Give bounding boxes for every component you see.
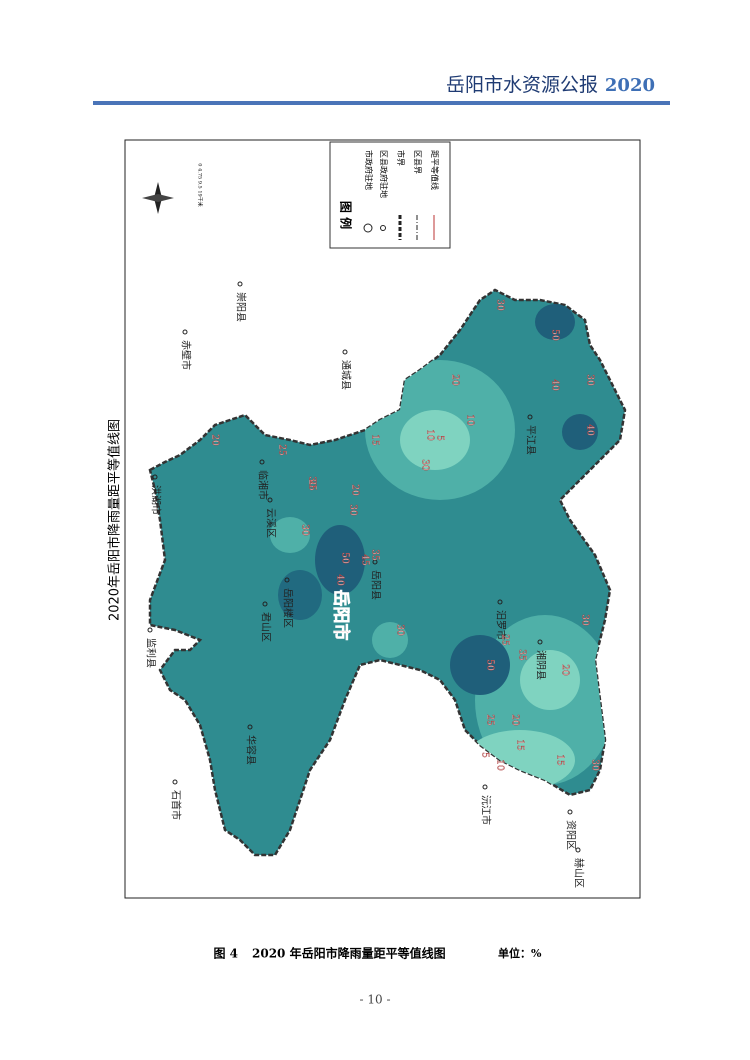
place-label: 君山区 xyxy=(260,612,272,642)
contour-label: 5 xyxy=(435,435,445,441)
place-label: 岳阳县 xyxy=(370,570,382,600)
header-year: 2020 xyxy=(605,75,655,96)
place-label: 监利县 xyxy=(145,638,158,668)
place-marker xyxy=(537,639,543,645)
legend-label: 区县界 xyxy=(413,150,422,174)
contour-label: 30 xyxy=(395,624,405,636)
contour-label: 5 xyxy=(480,752,490,758)
contour-label: 15 xyxy=(555,754,565,766)
place-marker xyxy=(575,847,581,853)
place-marker xyxy=(497,599,503,605)
page-number: - 10 - xyxy=(359,993,390,1007)
place-label: 云溪区 xyxy=(265,508,277,538)
contour-label: 25 xyxy=(307,479,317,491)
contour-label: 30 xyxy=(590,759,600,771)
place-label: 临湘市 xyxy=(257,470,270,500)
contour-label: 30 xyxy=(348,504,358,516)
legend-label: 市政府驻地 xyxy=(364,150,374,190)
legend-box xyxy=(329,141,451,249)
place-marker xyxy=(284,577,290,583)
place-label: 崇阳县 xyxy=(235,292,247,322)
caption-figure: 图 4 xyxy=(213,947,238,961)
contour-label: 40 xyxy=(335,574,345,586)
contour-label: 50 xyxy=(485,659,495,671)
place-marker xyxy=(482,784,488,790)
contour-label: 40 xyxy=(550,379,560,391)
contour-label: 30 xyxy=(580,614,590,626)
place-marker xyxy=(147,627,153,633)
contour-label: 20 xyxy=(210,434,220,446)
caption-text: 2020 年岳阳市降雨量距平等值线图 xyxy=(252,946,446,961)
place-label: 湘阴县 xyxy=(535,650,548,680)
legend-symbol xyxy=(363,223,373,233)
contour-label: 35 xyxy=(517,649,527,661)
place-marker xyxy=(152,474,158,480)
place-marker xyxy=(262,601,268,607)
place-marker xyxy=(182,329,188,335)
place-marker xyxy=(342,349,348,355)
contour-label: 15 xyxy=(515,739,525,751)
contour-label: 30 xyxy=(300,524,310,536)
contour-label: 30 xyxy=(585,374,595,386)
place-marker xyxy=(237,281,243,287)
place-marker xyxy=(172,779,178,785)
contour-label: 35 xyxy=(370,549,380,561)
contour-label: 30 xyxy=(307,476,317,488)
place-marker xyxy=(247,724,253,730)
place-label: 石首市 xyxy=(170,790,183,820)
place-label: 资阳区 xyxy=(565,820,577,850)
legend-label: 市界 xyxy=(396,150,406,166)
legend-label: 区县政府驻地 xyxy=(379,150,389,198)
place-label: 汨罗市 xyxy=(495,610,508,640)
place-label: 沅江市 xyxy=(480,795,493,825)
contour-label: 20 xyxy=(510,714,520,726)
contour-label: 50 xyxy=(340,552,350,564)
legend-label: 距平等值线 xyxy=(430,150,440,190)
contour-label: 15 xyxy=(370,434,380,446)
contour-label: 10 xyxy=(495,759,505,771)
contour-label: 50 xyxy=(550,329,560,341)
place-label: 通城县 xyxy=(340,360,352,390)
place-marker xyxy=(567,809,573,815)
contour-label: 25 xyxy=(500,634,510,646)
legend-symbol xyxy=(380,225,386,231)
contour-label: 20 xyxy=(350,484,360,496)
place-label: 赤壁市 xyxy=(180,340,193,370)
place-label: 平江县 xyxy=(525,425,537,455)
place-marker xyxy=(267,497,273,503)
scale: 0 4.75 9.5 19千米 xyxy=(197,163,204,206)
contour-label: 45 xyxy=(360,554,370,566)
place-marker xyxy=(372,559,378,565)
header-rule xyxy=(93,101,670,105)
contour-label: 10 xyxy=(465,414,475,426)
contour-label: 30 xyxy=(495,299,505,311)
contour-label: 30 xyxy=(420,459,430,471)
map-title: 2020年岳阳市降雨量距平等值线图 xyxy=(107,419,123,621)
contour-label: 25 xyxy=(277,444,287,456)
place-label: 赫山区 xyxy=(573,858,585,888)
contour-label: 40 xyxy=(585,424,595,436)
header-title: 岳阳市水资源公报 xyxy=(446,74,598,96)
legend: 市政府驻地 区县政府驻地 市界 区县界 距平等值线 xyxy=(363,150,440,240)
contour-label: 20 xyxy=(560,664,570,676)
place-label: 洪湖市 xyxy=(150,485,163,515)
legend-title: 图 例 xyxy=(339,201,354,229)
compass xyxy=(142,182,174,214)
place-marker xyxy=(527,414,533,420)
rain-zones xyxy=(270,304,615,790)
caption-unit: 单位：% xyxy=(498,946,542,960)
city-label: 岳阳市 xyxy=(331,590,352,641)
contour-label: 25 xyxy=(485,714,495,726)
contour-label: 10 xyxy=(425,429,435,441)
place-label: 华容县 xyxy=(245,735,258,765)
place-label: 岳阳楼区 xyxy=(282,588,295,628)
contour-label: 20 xyxy=(450,374,460,386)
place-marker xyxy=(259,459,265,465)
